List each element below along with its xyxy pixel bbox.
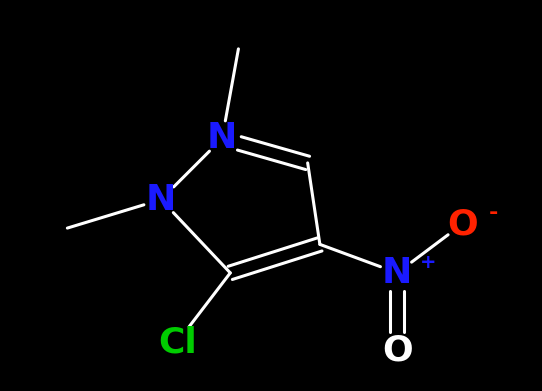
Text: N: N: [207, 122, 237, 156]
Text: N: N: [146, 183, 176, 217]
Text: N: N: [382, 256, 412, 290]
Text: O: O: [382, 333, 412, 367]
Text: +: +: [420, 253, 436, 272]
Text: -: -: [489, 203, 498, 223]
Text: Cl: Cl: [158, 325, 197, 359]
Text: O: O: [447, 207, 478, 241]
